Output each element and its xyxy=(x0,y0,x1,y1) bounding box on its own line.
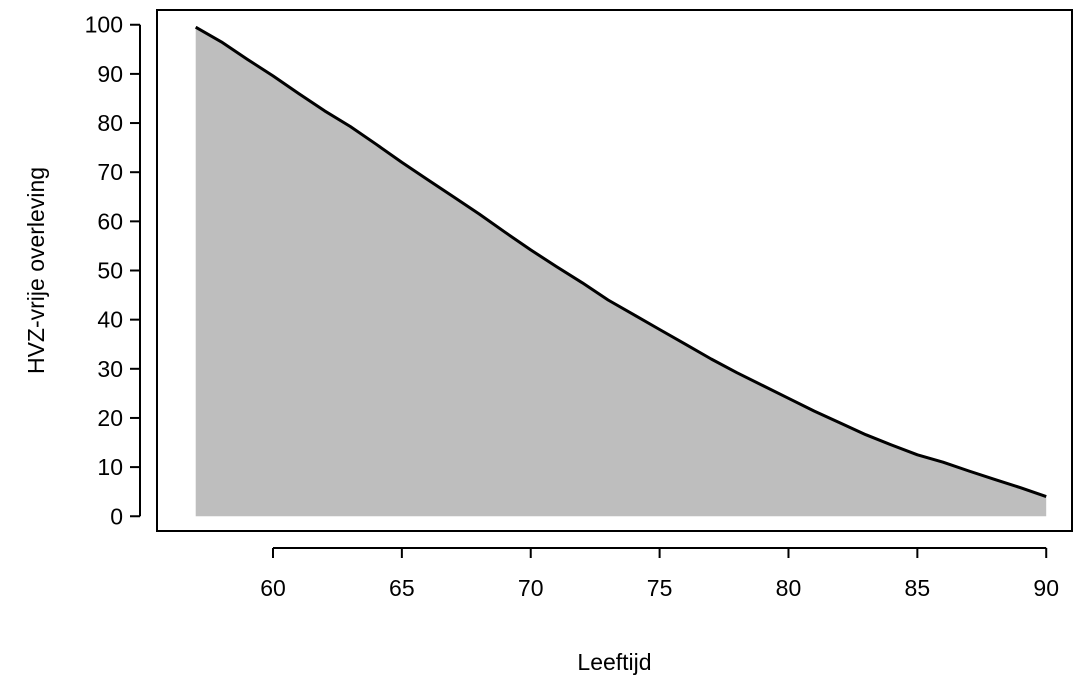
y-tick-label-90: 90 xyxy=(97,61,123,87)
y-axis: 0 10 20 30 40 50 60 70 80 90 100 xyxy=(85,12,141,529)
x-tick-label-85: 85 xyxy=(905,575,931,601)
y-tick-label-100: 100 xyxy=(85,12,123,38)
y-tick-label-10: 10 xyxy=(97,454,123,480)
y-tick-label-50: 50 xyxy=(97,258,123,284)
y-tick-label-70: 70 xyxy=(97,159,123,185)
plot-frame xyxy=(156,9,1073,532)
y-axis-title: HVZ-vrije overleving xyxy=(23,167,49,374)
x-tick-label-70: 70 xyxy=(518,575,544,601)
survival-area xyxy=(195,27,1047,517)
y-tick-label-40: 40 xyxy=(97,307,123,333)
y-tick-label-80: 80 xyxy=(97,110,123,136)
y-tick-label-30: 30 xyxy=(97,356,123,382)
x-axis-title: Leeftijd xyxy=(577,649,651,675)
x-tick-label-80: 80 xyxy=(776,575,802,601)
x-tick-label-75: 75 xyxy=(647,575,673,601)
x-tick-label-65: 65 xyxy=(389,575,415,601)
y-tick-label-20: 20 xyxy=(97,405,123,431)
x-tick-label-90: 90 xyxy=(1033,575,1059,601)
y-tick-label-0: 0 xyxy=(110,503,123,529)
y-tick-label-60: 60 xyxy=(97,208,123,234)
survival-line xyxy=(194,25,1047,499)
plot-area xyxy=(194,25,1047,517)
x-axis: 60 65 70 75 80 85 90 xyxy=(260,547,1059,601)
x-tick-label-60: 60 xyxy=(260,575,286,601)
